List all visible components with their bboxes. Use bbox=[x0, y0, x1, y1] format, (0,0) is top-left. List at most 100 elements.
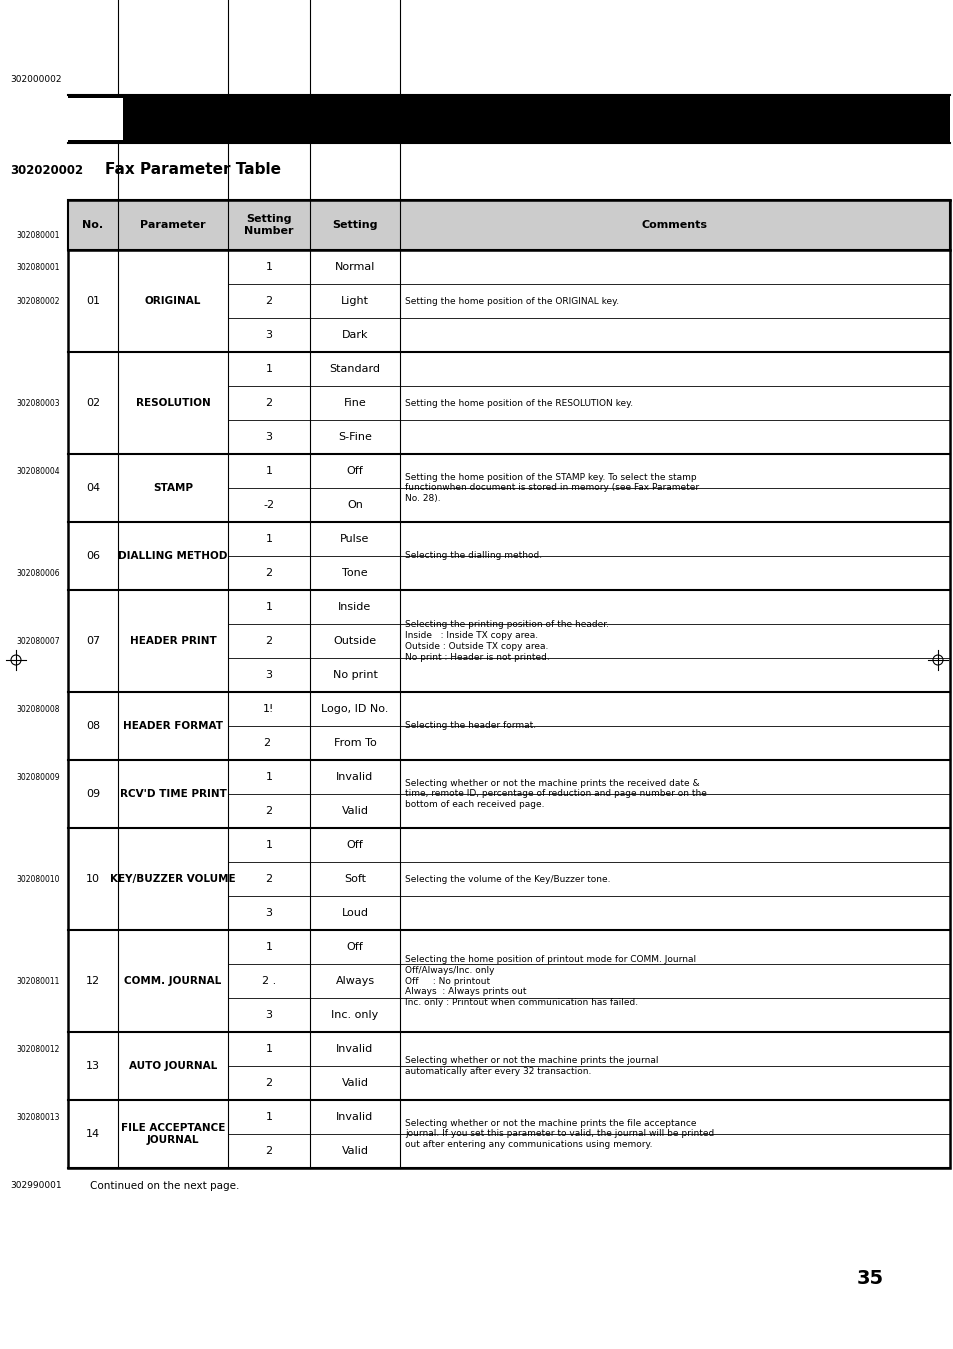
Text: 302020002: 302020002 bbox=[10, 163, 83, 177]
Text: Selecting the volume of the Key/Buzzer tone.: Selecting the volume of the Key/Buzzer t… bbox=[405, 874, 610, 884]
Text: FILE ACCEPTANCE
JOURNAL: FILE ACCEPTANCE JOURNAL bbox=[121, 1122, 225, 1145]
Text: Pulse: Pulse bbox=[340, 534, 370, 544]
Text: Fax Parameter Table: Fax Parameter Table bbox=[105, 162, 281, 178]
Text: AUTO JOURNAL: AUTO JOURNAL bbox=[129, 1062, 217, 1071]
Text: Tone: Tone bbox=[342, 568, 368, 577]
Text: 302080006: 302080006 bbox=[16, 568, 60, 577]
Text: 3: 3 bbox=[265, 670, 273, 680]
Text: Setting the home position of the ORIGINAL key.: Setting the home position of the ORIGINA… bbox=[405, 297, 618, 305]
Text: 04: 04 bbox=[86, 483, 100, 492]
Text: 13: 13 bbox=[86, 1062, 100, 1071]
Text: 08: 08 bbox=[86, 720, 100, 731]
Text: 1: 1 bbox=[265, 364, 273, 374]
Text: 302080013: 302080013 bbox=[16, 1113, 60, 1121]
Text: Selecting whether or not the machine prints the file acceptance
journal. If you : Selecting whether or not the machine pri… bbox=[405, 1118, 714, 1149]
Text: 1: 1 bbox=[265, 840, 273, 850]
Text: Always: Always bbox=[335, 975, 375, 986]
Text: From To: From To bbox=[334, 738, 376, 747]
Text: 302080011: 302080011 bbox=[16, 977, 60, 986]
Text: 2: 2 bbox=[265, 1147, 273, 1156]
Text: Off: Off bbox=[346, 942, 363, 952]
Text: Valid: Valid bbox=[341, 1147, 368, 1156]
Text: Normal: Normal bbox=[335, 262, 375, 272]
Text: Setting the home position of the RESOLUTION key.: Setting the home position of the RESOLUT… bbox=[405, 398, 633, 407]
Bar bbox=[68, 200, 949, 1168]
Text: 302080003: 302080003 bbox=[16, 398, 60, 407]
Text: 302080004: 302080004 bbox=[16, 467, 60, 475]
Text: 1: 1 bbox=[265, 262, 273, 272]
Text: 302080009: 302080009 bbox=[16, 773, 60, 781]
Text: RCV'D TIME PRINT: RCV'D TIME PRINT bbox=[119, 789, 226, 799]
Text: Logo, ID No.: Logo, ID No. bbox=[321, 704, 388, 714]
Text: 2: 2 bbox=[265, 1078, 273, 1089]
Text: 10: 10 bbox=[86, 874, 100, 884]
Text: Selecting the printing position of the header.
Inside   : Inside TX copy area.
O: Selecting the printing position of the h… bbox=[405, 621, 608, 661]
Text: Invalid: Invalid bbox=[336, 772, 374, 782]
Text: HEADER PRINT: HEADER PRINT bbox=[130, 635, 216, 646]
Text: 2: 2 bbox=[265, 568, 273, 577]
Text: 302080001: 302080001 bbox=[16, 231, 60, 240]
Text: 1!: 1! bbox=[263, 704, 274, 714]
Text: Dark: Dark bbox=[341, 331, 368, 340]
Text: 01: 01 bbox=[86, 295, 100, 306]
Text: No print: No print bbox=[333, 670, 377, 680]
Text: Standard: Standard bbox=[329, 364, 380, 374]
Text: 302990001: 302990001 bbox=[10, 1182, 62, 1191]
Text: 2 .: 2 . bbox=[262, 975, 275, 986]
Text: 1: 1 bbox=[265, 534, 273, 544]
Text: 1: 1 bbox=[265, 1112, 273, 1122]
Text: Fine: Fine bbox=[343, 398, 366, 407]
Text: Valid: Valid bbox=[341, 1078, 368, 1089]
Text: 02: 02 bbox=[86, 398, 100, 407]
Text: Setting: Setting bbox=[332, 220, 377, 229]
Text: 2: 2 bbox=[265, 295, 273, 306]
Text: Setting
Number: Setting Number bbox=[244, 213, 294, 236]
Text: 2: 2 bbox=[265, 635, 273, 646]
Text: 35: 35 bbox=[856, 1269, 882, 1288]
Text: On: On bbox=[347, 500, 362, 510]
Text: 302000002: 302000002 bbox=[10, 76, 61, 84]
Text: Selecting whether or not the machine prints the journal
automatically after ever: Selecting whether or not the machine pri… bbox=[405, 1056, 658, 1077]
Text: DIALLING METHOD: DIALLING METHOD bbox=[118, 550, 228, 561]
Text: COMM. JOURNAL: COMM. JOURNAL bbox=[124, 975, 221, 986]
Text: 302080007: 302080007 bbox=[16, 637, 60, 646]
Text: 2: 2 bbox=[265, 805, 273, 816]
Text: 302080010: 302080010 bbox=[16, 874, 60, 884]
Text: 1: 1 bbox=[265, 942, 273, 952]
Text: 302080001: 302080001 bbox=[16, 263, 60, 271]
Text: 14: 14 bbox=[86, 1129, 100, 1139]
Text: Selecting whether or not the machine prints the received date &
time, remote ID,: Selecting whether or not the machine pri… bbox=[405, 778, 706, 809]
Text: Selecting the header format.: Selecting the header format. bbox=[405, 722, 536, 731]
Text: 07: 07 bbox=[86, 635, 100, 646]
Text: 3: 3 bbox=[265, 331, 273, 340]
Text: Light: Light bbox=[340, 295, 369, 306]
Text: Inc. only: Inc. only bbox=[331, 1010, 378, 1020]
Text: Invalid: Invalid bbox=[336, 1112, 374, 1122]
Text: 2: 2 bbox=[265, 398, 273, 407]
Text: Soft: Soft bbox=[344, 874, 366, 884]
Text: 2: 2 bbox=[263, 738, 274, 747]
Text: 09: 09 bbox=[86, 789, 100, 799]
Bar bbox=[68, 200, 949, 250]
Text: 302080002: 302080002 bbox=[16, 297, 60, 305]
Text: KEY/BUZZER VOLUME: KEY/BUZZER VOLUME bbox=[111, 874, 235, 884]
Text: 1: 1 bbox=[265, 602, 273, 612]
Text: Outside: Outside bbox=[334, 635, 376, 646]
Text: Off: Off bbox=[346, 840, 363, 850]
Text: 3: 3 bbox=[265, 1010, 273, 1020]
Text: 12: 12 bbox=[86, 975, 100, 986]
Text: Inside: Inside bbox=[338, 602, 372, 612]
Text: 1: 1 bbox=[265, 772, 273, 782]
Text: 3: 3 bbox=[265, 432, 273, 442]
Text: Setting the home position of the STAMP key. To select the stamp
functionwhen doc: Setting the home position of the STAMP k… bbox=[405, 472, 699, 503]
Text: Customizing Your Machine: Customizing Your Machine bbox=[332, 105, 745, 134]
Text: -2: -2 bbox=[263, 500, 274, 510]
Text: Invalid: Invalid bbox=[336, 1044, 374, 1054]
Bar bbox=[68, 94, 949, 143]
Text: No.: No. bbox=[82, 220, 104, 229]
Text: STAMP: STAMP bbox=[152, 483, 193, 492]
Text: 06: 06 bbox=[86, 550, 100, 561]
Text: Valid: Valid bbox=[341, 805, 368, 816]
Text: Selecting the home position of printout mode for COMM. Journal
Off/Always/Inc. o: Selecting the home position of printout … bbox=[405, 955, 696, 1006]
Text: 302080012: 302080012 bbox=[16, 1044, 60, 1054]
